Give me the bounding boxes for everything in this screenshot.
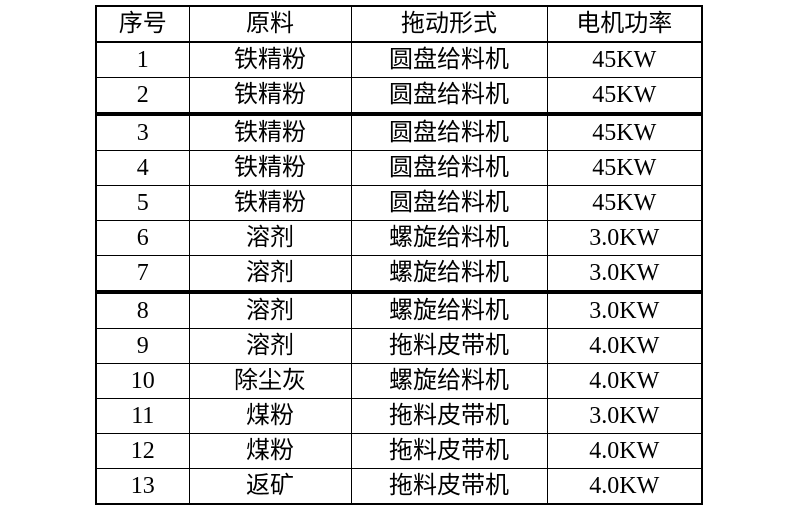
cell-material: 煤粉 <box>188 398 352 434</box>
header-cell-material: 原料 <box>188 5 352 43</box>
cell-drive: 螺旋给料机 <box>350 220 548 256</box>
table-row: 3 铁精粉 圆盘给料机 45KW <box>95 113 703 151</box>
cell-material: 溶剂 <box>188 291 352 329</box>
cell-material: 铁精粉 <box>188 41 352 78</box>
cell-no: 8 <box>95 291 190 329</box>
cell-no: 7 <box>95 255 190 294</box>
cell-drive: 拖料皮带机 <box>350 398 548 434</box>
cell-drive: 圆盘给料机 <box>350 113 548 151</box>
cell-material: 返矿 <box>188 468 352 505</box>
cell-drive: 圆盘给料机 <box>350 150 548 186</box>
cell-material: 铁精粉 <box>188 185 352 221</box>
cell-power: 4.0KW <box>546 328 703 364</box>
cell-material: 煤粉 <box>188 433 352 469</box>
table-row: 6 溶剂 螺旋给料机 3.0KW <box>95 220 703 256</box>
table-row: 7 溶剂 螺旋给料机 3.0KW <box>95 255 703 294</box>
cell-power: 3.0KW <box>546 255 703 294</box>
header-cell-no: 序号 <box>95 5 190 43</box>
cell-material: 除尘灰 <box>188 363 352 399</box>
cell-no: 9 <box>95 328 190 364</box>
cell-no: 6 <box>95 220 190 256</box>
table-row: 9 溶剂 拖料皮带机 4.0KW <box>95 328 703 364</box>
motor-power-table: 序号 原料 拖动形式 电机功率 1 铁精粉 圆盘给料机 45KW 2 铁精粉 圆盘给料机 45… <box>95 5 703 505</box>
cell-power: 3.0KW <box>546 220 703 256</box>
cell-power: 3.0KW <box>546 398 703 434</box>
cell-drive: 拖料皮带机 <box>350 468 548 505</box>
cell-power: 45KW <box>546 150 703 186</box>
cell-power: 45KW <box>546 113 703 151</box>
cell-no: 2 <box>95 77 190 116</box>
table-row: 4 铁精粉 圆盘给料机 45KW <box>95 150 703 186</box>
cell-material: 溶剂 <box>188 255 352 294</box>
cell-no: 5 <box>95 185 190 221</box>
cell-no: 3 <box>95 113 190 151</box>
table-row: 5 铁精粉 圆盘给料机 45KW <box>95 185 703 221</box>
cell-drive: 螺旋给料机 <box>350 255 548 294</box>
cell-drive: 拖料皮带机 <box>350 328 548 364</box>
cell-power: 45KW <box>546 77 703 116</box>
table-row: 10 除尘灰 螺旋给料机 4.0KW <box>95 363 703 399</box>
table-row: 1 铁精粉 圆盘给料机 45KW <box>95 41 703 78</box>
cell-drive: 拖料皮带机 <box>350 433 548 469</box>
cell-power: 4.0KW <box>546 433 703 469</box>
table-row: 8 溶剂 螺旋给料机 3.0KW <box>95 291 703 329</box>
cell-no: 4 <box>95 150 190 186</box>
cell-power: 45KW <box>546 185 703 221</box>
header-cell-drive: 拖动形式 <box>350 5 548 43</box>
cell-drive: 螺旋给料机 <box>350 291 548 329</box>
cell-power: 4.0KW <box>546 363 703 399</box>
cell-material: 铁精粉 <box>188 77 352 116</box>
cell-drive: 圆盘给料机 <box>350 41 548 78</box>
cell-power: 45KW <box>546 41 703 78</box>
cell-drive: 圆盘给料机 <box>350 77 548 116</box>
cell-no: 13 <box>95 468 190 505</box>
cell-no: 1 <box>95 41 190 78</box>
header-cell-power: 电机功率 <box>546 5 703 43</box>
cell-material: 溶剂 <box>188 328 352 364</box>
cell-material: 铁精粉 <box>188 150 352 186</box>
cell-drive: 螺旋给料机 <box>350 363 548 399</box>
cell-no: 12 <box>95 433 190 469</box>
cell-power: 3.0KW <box>546 291 703 329</box>
cell-power: 4.0KW <box>546 468 703 505</box>
table-body: 1 铁精粉 圆盘给料机 45KW 2 铁精粉 圆盘给料机 45KW 3 铁精粉 圆盘给料机 45KW 4… <box>95 41 703 505</box>
table-row: 13 返矿 拖料皮带机 4.0KW <box>95 468 703 505</box>
cell-no: 10 <box>95 363 190 399</box>
header-row: 序号 原料 拖动形式 电机功率 <box>95 5 703 43</box>
table-row: 12 煤粉 拖料皮带机 4.0KW <box>95 433 703 469</box>
table-row: 2 铁精粉 圆盘给料机 45KW <box>95 77 703 116</box>
cell-drive: 圆盘给料机 <box>350 185 548 221</box>
cell-material: 铁精粉 <box>188 113 352 151</box>
table-row: 11 煤粉 拖料皮带机 3.0KW <box>95 398 703 434</box>
cell-material: 溶剂 <box>188 220 352 256</box>
cell-no: 11 <box>95 398 190 434</box>
